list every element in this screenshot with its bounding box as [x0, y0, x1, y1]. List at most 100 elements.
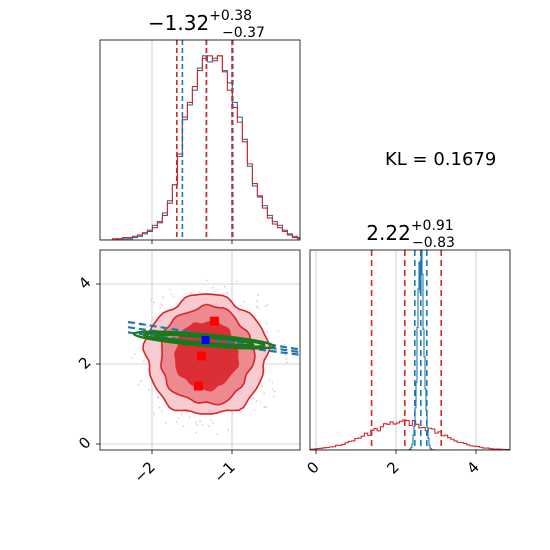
joint-scatter-point: [170, 293, 173, 295]
joint-scatter-point: [243, 300, 245, 303]
joint-scatter-point: [199, 420, 201, 422]
x-marginal-histograms: [102, 55, 300, 240]
joint-scatter-point: [253, 409, 255, 412]
joint-scatter-point: [137, 383, 140, 386]
joint-scatter-point: [257, 294, 259, 296]
joint-scatter-point: [161, 304, 163, 307]
joint-scatter-point: [152, 411, 155, 414]
joint-scatter-point: [153, 301, 155, 304]
y-marginal-title: 2.22+0.91: [366, 218, 453, 245]
joint-scatter-point: [269, 355, 272, 358]
joint-scatter-point: [134, 353, 136, 355]
joint-scatter-point: [283, 344, 286, 346]
joint-scatter-point: [161, 410, 163, 413]
joint-scatter-point: [162, 296, 164, 298]
joint-scatter-point: [285, 358, 288, 360]
joint-scatter-point: [265, 406, 267, 408]
joint-scatter-point: [256, 305, 258, 308]
joint-scatter-point: [153, 414, 156, 416]
joint-scatter-point: [195, 431, 198, 434]
y-marginal-quantile-lines: [370, 250, 443, 450]
y-histogram-series-1: [310, 419, 510, 450]
joint-red-marker: [197, 351, 207, 361]
joint-scatter-point: [207, 425, 210, 427]
joint-scatter-point: [131, 356, 133, 359]
joint-scatter-point: [151, 318, 153, 320]
joint-scatter-point: [266, 304, 269, 306]
x-title-sub: −0.37: [222, 25, 265, 41]
joint-scatter-point: [159, 306, 161, 309]
joint-blue-marker: [201, 336, 210, 344]
joint-scatter-point: [199, 290, 201, 293]
joint-green-ellipse-2: [142, 331, 266, 349]
joint-scatter-point: [196, 424, 199, 426]
joint-scatter-point: [211, 422, 214, 424]
y-marginal-ticks: 0 2 4: [303, 450, 483, 478]
joint-scatter-point: [140, 380, 142, 383]
joint-scatter-point: [271, 388, 274, 391]
y-marginal-tick-label: 4: [463, 458, 482, 477]
joint-red-marker: [209, 316, 219, 326]
joint-scatter-point: [176, 421, 178, 423]
joint-scatter-point: [265, 322, 268, 325]
y-marginal-frame: [309, 249, 511, 451]
joint-scatter-point: [226, 292, 229, 294]
joint-red-marker: [193, 381, 203, 391]
joint-scatter-point: [257, 307, 259, 309]
joint-scatter-point: [268, 379, 271, 382]
joint-scatter-point: [180, 413, 183, 416]
joint-scatter-point: [201, 423, 204, 426]
kl-divergence-label: KL = 0.1679: [385, 149, 496, 170]
joint-frame: [99, 249, 301, 451]
joint-scatter-point: [259, 400, 262, 403]
joint-scatter-point: [157, 397, 160, 399]
joint-scatter-point: [148, 388, 150, 391]
x-marginal-title: −1.32+0.38: [148, 8, 252, 35]
joint-green-ellipse-1: [132, 330, 276, 350]
joint-scatter-point: [146, 326, 149, 328]
y-marginal-histograms: [310, 250, 510, 450]
y-histogram-series-2: [310, 250, 510, 450]
joint-panel: −2 −1 0 2 4: [75, 249, 301, 486]
joint-scatter-point: [240, 304, 242, 307]
joint-blue-contour-2: [127, 326, 300, 354]
joint-x-tick-label: −1: [210, 458, 238, 486]
joint-y-tick-label: 0: [75, 433, 94, 452]
joint-scatter-point: [169, 288, 172, 290]
joint-scatter-point: [212, 287, 214, 289]
joint-scatter-point: [182, 425, 185, 427]
joint-scatter-point: [271, 381, 274, 384]
y-marginal-panel: 0 2 4 2.22+0.91 −0.83: [303, 218, 511, 478]
joint-scatter-point: [255, 399, 258, 402]
joint-scatter-point: [160, 303, 163, 305]
joint-scatter-point: [263, 406, 266, 408]
joint-scatter-point: [264, 305, 267, 307]
joint-scatter-point: [277, 329, 280, 332]
joint-y-tick-label: 2: [75, 353, 94, 372]
joint-scatter-point: [190, 292, 192, 295]
x-title-sup: +0.38: [209, 8, 252, 24]
x-marginal-panel: −1.32+0.38 −0.37: [99, 8, 301, 244]
joint-scatter-point: [256, 300, 258, 302]
joint-scatter-point: [216, 433, 218, 435]
joint-scatter-point: [172, 295, 175, 298]
x-marginal-quantile-lines: [176, 40, 234, 240]
x-marginal-frame: [99, 39, 301, 241]
joint-scatter-point: [261, 385, 263, 388]
joint-scatter-point: [227, 429, 229, 431]
x-histogram-series-2: [102, 55, 300, 240]
joint-scatter-point: [210, 419, 212, 421]
y-marginal-tick-label: 2: [383, 458, 402, 477]
y-title-sub: −0.83: [412, 235, 455, 251]
y-marginal-grid: [315, 250, 477, 450]
joint-scatter-point: [158, 406, 161, 409]
joint-scatter-point: [266, 331, 269, 333]
joint-scatter-point: [284, 354, 287, 356]
joint-scatter-point: [286, 361, 288, 364]
joint-contours: [127, 279, 300, 435]
joint-scatter-point: [150, 298, 152, 301]
joint-scatter-point: [206, 279, 209, 282]
y-marginal-tick-label: 0: [303, 458, 322, 477]
y-title-main: 2.22: [366, 221, 411, 245]
